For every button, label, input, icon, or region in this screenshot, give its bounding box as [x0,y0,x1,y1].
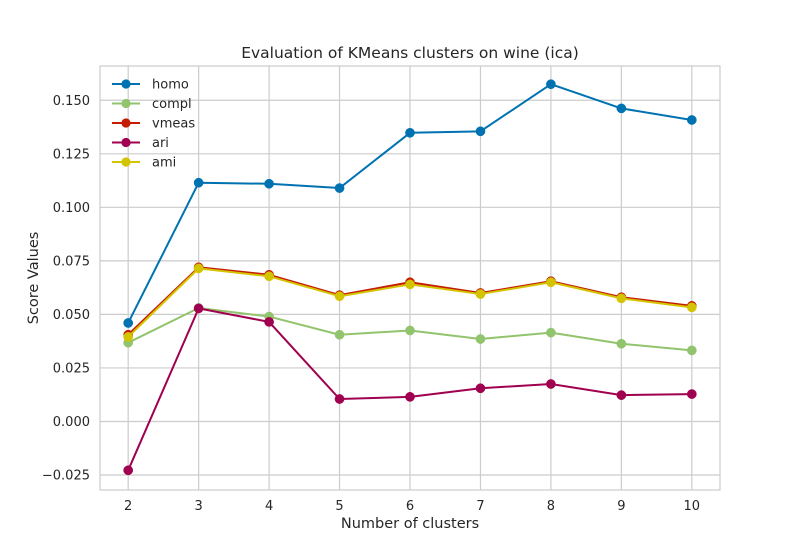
x-tick-label: 5 [335,499,343,514]
plot-area [99,65,721,491]
x-tick-label: 10 [684,499,701,514]
x-tick-label: 7 [476,499,484,514]
data-point-ami [475,289,486,299]
axis-ticks: 2 3 4 5 6 7 8 9 10 −0.025 0.000 0.025 0.050 0.075 0.10… [42,94,700,514]
data-point-compl [334,329,345,340]
data-point-homo [686,115,697,125]
y-tick-label: 0.025 [53,361,90,376]
x-tick-label: 8 [547,499,555,514]
y-axis-label: Score Values [26,232,42,325]
x-tick-label: 3 [194,499,202,514]
x-tick-label: 4 [265,499,273,514]
y-tick-label: 0.050 [53,308,90,323]
y-tick-label: 0.125 [53,147,90,162]
chart-title: Evaluation of KMeans clusters on wine (i… [241,44,579,62]
y-tick-label: 0.100 [53,201,90,216]
y-tick-label: 0.075 [53,254,90,269]
data-point-compl [546,327,556,338]
series-ari [123,303,697,476]
data-point-ari [686,389,697,399]
data-point-homo [123,318,134,328]
series-ami [123,263,697,342]
legend-marker-compl [121,98,131,109]
y-tick-label: 0.000 [53,415,90,430]
data-point-ami [334,291,345,302]
x-tick-label: 6 [406,499,414,514]
legend-label-ami: ami [152,156,176,171]
legend-item-compl: compl [112,97,192,112]
legend-item-ami: ami [112,156,176,171]
data-point-ari [475,383,486,394]
data-point-homo [264,178,274,189]
data-point-ari [123,465,134,476]
data-point-ari [546,379,556,389]
legend-label-vmeas: vmeas [152,117,195,132]
x-axis-label: Number of clusters [341,516,479,532]
data-point-ami [123,332,134,342]
data-point-ami [616,293,627,304]
legend-label-homo: homo [152,78,189,93]
data-point-homo [475,126,486,137]
y-tick-label: 0.150 [53,94,90,109]
data-point-ari [334,394,345,404]
data-point-ari [616,390,627,400]
data-point-compl [405,325,415,336]
x-tick-label: 2 [124,499,132,514]
y-tick-label: −0.025 [42,469,90,484]
x-tick-label: 9 [617,499,625,514]
data-point-homo [193,177,204,188]
legend-marker-vmeas [121,118,131,128]
data-point-homo [405,127,415,138]
legend-marker-homo [121,79,131,89]
data-point-homo [334,183,345,193]
data-point-ari [405,391,415,402]
data-point-homo [546,79,556,90]
legend: homo compl vmeas ari ami [112,78,195,171]
legend-marker-ami [121,157,131,167]
series-lines [123,79,697,476]
data-point-ari [193,303,204,314]
legend-item-vmeas: vmeas [112,117,195,132]
data-point-compl [475,334,486,344]
data-point-ami [546,277,556,288]
data-point-compl [686,345,697,356]
legend-item-homo: homo [112,78,189,93]
series-homo [123,79,697,328]
data-point-ari [264,317,274,327]
data-point-ami [193,263,204,274]
grid [100,66,720,490]
legend-marker-ari [121,137,131,148]
legend-label-ari: ari [152,136,169,151]
data-point-ami [405,279,415,290]
data-point-compl [616,338,627,349]
data-point-ami [264,271,274,282]
data-point-homo [616,103,627,114]
legend-label-compl: compl [152,97,192,112]
data-point-ami [686,302,697,313]
legend-item-ari: ari [112,136,169,151]
